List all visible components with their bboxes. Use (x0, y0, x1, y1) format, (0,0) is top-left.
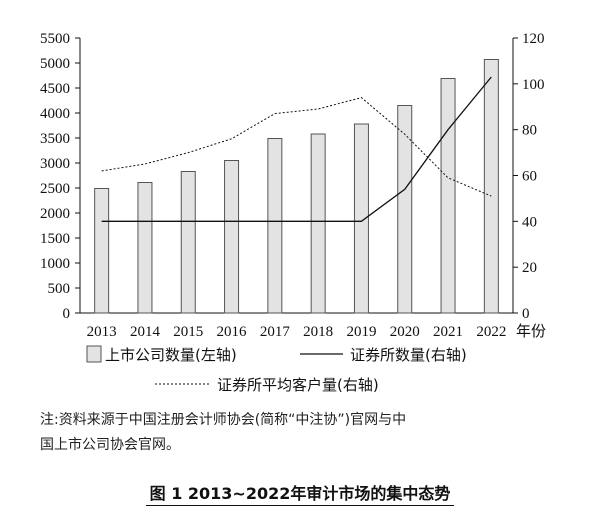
left-tick-label: 1500 (40, 231, 70, 247)
bar (483, 59, 499, 314)
bar (267, 138, 283, 314)
legend-solid-label: 证券所数量(右轴) (350, 346, 467, 364)
line-exchange-count (101, 76, 492, 222)
tick-labels: 0500100015002000250030003500400045005000… (40, 31, 546, 340)
bar (180, 171, 196, 314)
line-avg-clients (101, 97, 492, 197)
bar-series (94, 59, 499, 314)
left-tick-label: 500 (48, 281, 71, 297)
right-tick-label: 100 (522, 77, 545, 93)
left-tick-label: 2500 (40, 181, 70, 197)
source-note-line-2: 国上市公司协会官网。 (40, 437, 180, 453)
left-tick-label: 1000 (40, 256, 70, 272)
x-tick-label: 2020 (390, 324, 420, 340)
bar (440, 78, 456, 314)
legend-bar-swatch (86, 345, 102, 363)
x-axis-unit-label: 年份 (516, 322, 546, 340)
x-tick-label: 2014 (130, 324, 161, 340)
left-tick-label: 4000 (40, 106, 70, 122)
right-tick-label: 60 (522, 169, 537, 185)
right-tick-label: 0 (522, 306, 530, 322)
x-tick-label: 2018 (303, 324, 333, 340)
right-tick-label: 80 (522, 123, 537, 139)
legend-bar-label: 上市公司数量(左轴) (105, 346, 237, 364)
right-tick-label: 20 (522, 260, 537, 276)
legend: 上市公司数量(左轴) 证券所数量(右轴) 证券所平均客户量(右轴) (86, 345, 467, 394)
left-tick-label: 3000 (40, 156, 70, 172)
x-tick-label: 2016 (217, 324, 248, 340)
source-note-line-1: 注:资料来源于中国注册会计师协会(简称“中注协”)官网与中 (40, 412, 407, 428)
bar (224, 160, 240, 314)
right-tick-label: 120 (522, 31, 545, 47)
source-note: 注:资料来源于中国注册会计师协会(简称“中注协”)官网与中 国上市公司协会官网。 (40, 408, 570, 458)
left-tick-label: 5500 (40, 31, 70, 47)
x-tick-label: 2022 (476, 324, 506, 340)
x-tick-label: 2019 (346, 324, 376, 340)
chart: 0500100015002000250030003500400045005000… (40, 31, 546, 394)
x-tick-label: 2017 (260, 324, 291, 340)
left-tick-label: 4500 (40, 81, 70, 97)
bar (397, 105, 413, 314)
x-tick-label: 2015 (173, 324, 203, 340)
left-tick-label: 2000 (40, 206, 70, 222)
left-tick-label: 0 (63, 306, 71, 322)
bar (353, 123, 369, 314)
bar (94, 188, 110, 314)
right-tick-label: 40 (522, 214, 537, 230)
line-series (101, 76, 492, 222)
left-tick-label: 3500 (40, 131, 70, 147)
legend-dotted-label: 证券所平均客户量(右轴) (217, 376, 379, 394)
left-tick-label: 5000 (40, 56, 70, 72)
figure-caption: 图 1 2013~2022年审计市场的集中态势 (145, 480, 455, 506)
bar (310, 133, 326, 314)
bar (137, 182, 153, 314)
x-tick-label: 2021 (433, 324, 463, 340)
x-tick-label: 2013 (87, 324, 117, 340)
figure-caption-wrap: 图 1 2013~2022年审计市场的集中态势 (0, 480, 600, 506)
